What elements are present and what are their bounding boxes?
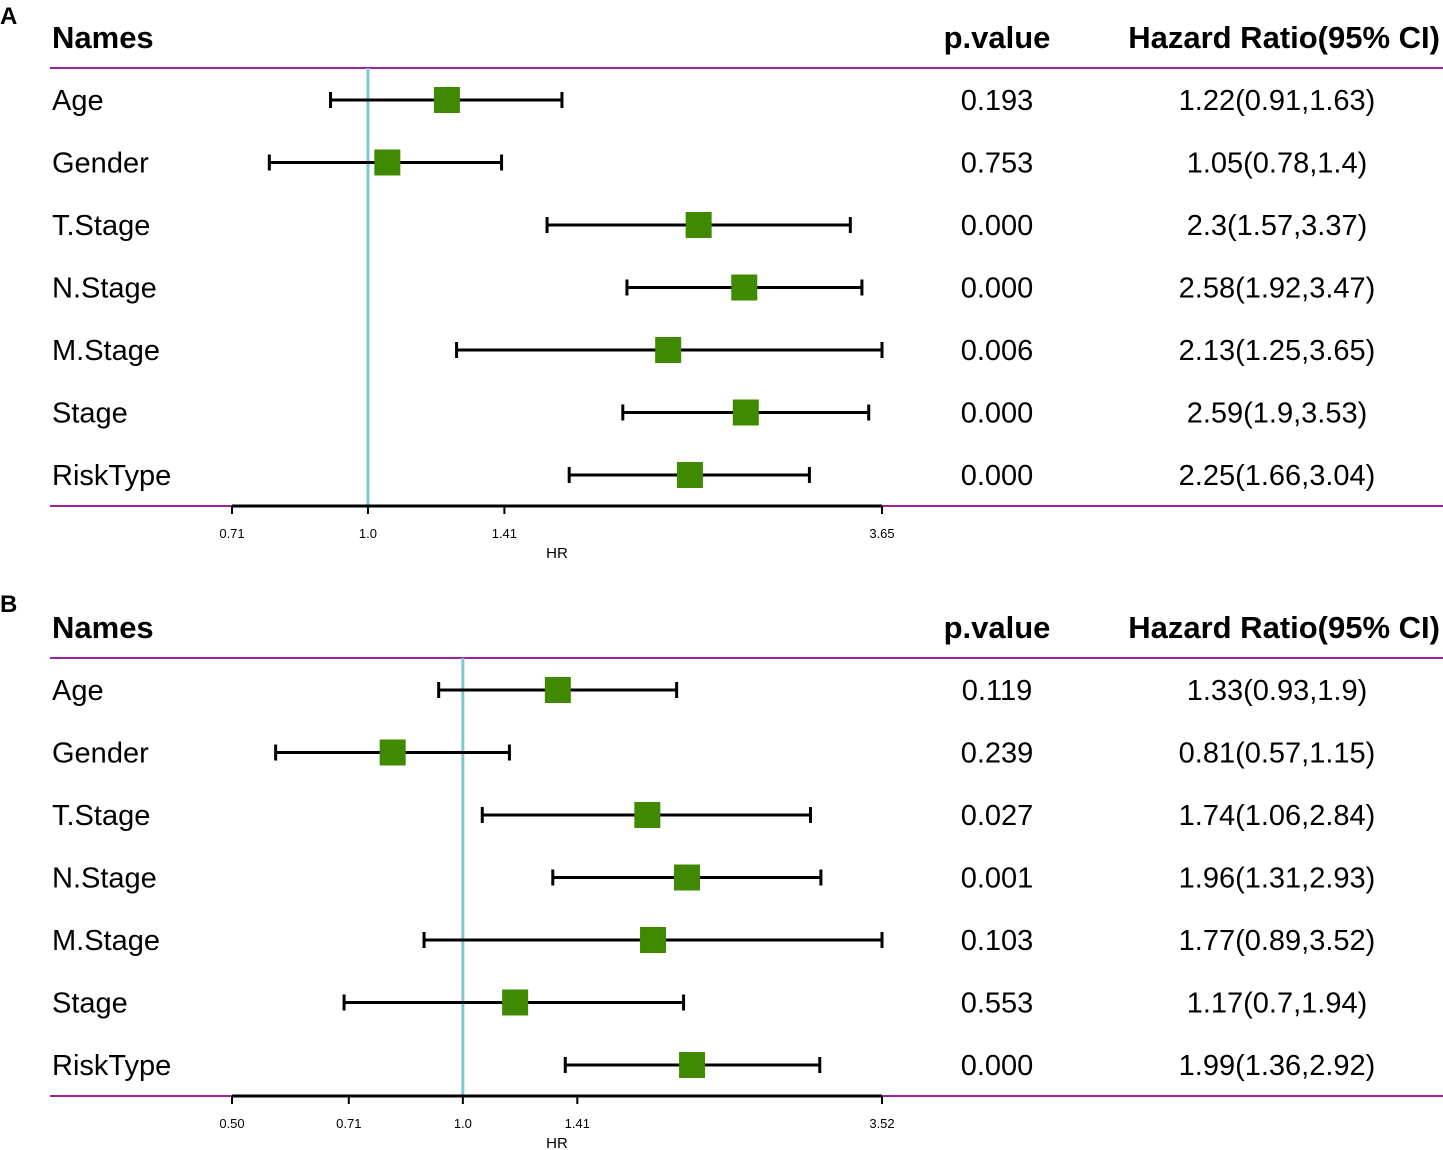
panel-a-hr-marker-age: [433, 87, 460, 113]
panel-b-row-name-stage: Stage: [52, 988, 128, 1020]
panel-b-row-hr-label-t-stage: 1.74(1.06,2.84): [1179, 800, 1376, 832]
panel-a-header-pvalue: p.value: [944, 20, 1051, 55]
panel-a-letter: A: [0, 3, 17, 30]
panel-a-row-pvalue-m-stage: 0.006: [961, 335, 1034, 367]
panel-b-row-hr-label-risktype: 1.99(1.36,2.92): [1179, 1050, 1376, 1082]
panel-b-row-hr-label-stage: 1.17(0.7,1.94): [1187, 988, 1368, 1020]
panel-a-hr-marker-m-stage: [655, 337, 682, 363]
panel-a-row-hr-label-stage: 2.59(1.9,3.53): [1187, 398, 1368, 430]
panel-b-row-hr-label-age: 1.33(0.93,1.9): [1187, 675, 1368, 707]
panel-b-row-pvalue-risktype: 0.000: [961, 1050, 1034, 1082]
panel-a-row-name-t-stage: T.Stage: [52, 210, 150, 242]
panel-a-hr-marker-gender: [374, 149, 401, 176]
panel-b-hr-marker-stage: [502, 989, 529, 1016]
panel-b-row-hr-label-n-stage: 1.96(1.31,2.93): [1179, 863, 1376, 895]
panel-a-row-hr-label-age: 1.22(0.91,1.63): [1179, 85, 1376, 117]
panel-b-row-pvalue-t-stage: 0.027: [961, 800, 1034, 832]
panel-a-hr-marker-stage: [732, 399, 759, 426]
panel-a-hr-marker-t-stage: [685, 212, 712, 238]
panel-a-row-hr-label-t-stage: 2.3(1.57,3.37): [1187, 210, 1368, 242]
panel-b-header-names: Names: [52, 610, 154, 645]
panel-a-tick-label-3.65: 3.65: [869, 526, 894, 541]
panel-a-header-names: Names: [52, 20, 154, 55]
panel-b-row-name-n-stage: N.Stage: [52, 863, 157, 895]
panel-b-row-pvalue-n-stage: 0.001: [961, 863, 1034, 895]
panel-b-x-axis-label: HR: [546, 1135, 568, 1150]
panel-b-row-name-age: Age: [52, 675, 104, 707]
panel-b-hr-marker-n-stage: [673, 864, 700, 891]
panel-a-tick-label-1.41: 1.41: [492, 526, 517, 541]
panel-a-row-hr-label-n-stage: 2.58(1.92,3.47): [1179, 273, 1376, 305]
panel-b-hr-marker-t-stage: [634, 802, 661, 828]
panel-b-tick-label-1.0: 1.0: [454, 1116, 472, 1131]
panel-b-hr-marker-risktype: [679, 1052, 706, 1078]
panel-b-row-name-gender: Gender: [52, 738, 149, 770]
panel-a-x-axis-label: HR: [546, 545, 568, 562]
panel-b-letter: B: [0, 591, 17, 618]
panel-a-row-name-risktype: RiskType: [52, 460, 171, 492]
panel-a-row-pvalue-n-stage: 0.000: [961, 273, 1034, 305]
panel-a-row-pvalue-gender: 0.753: [961, 148, 1034, 180]
panel-b-header-hr: Hazard Ratio(95% CI): [1128, 610, 1440, 645]
panel-b-row-pvalue-age: 0.119: [962, 675, 1032, 707]
panel-a-hr-marker-risktype: [676, 462, 703, 488]
panel-b-tick-label-1.41: 1.41: [565, 1116, 590, 1131]
panel-b-tick-label-0.50: 0.50: [219, 1116, 244, 1131]
panel-a-row-name-gender: Gender: [52, 148, 149, 180]
panel-b-hr-marker-m-stage: [640, 927, 667, 953]
panel-a-row-hr-label-m-stage: 2.13(1.25,3.65): [1179, 335, 1376, 367]
panel-a-row-pvalue-stage: 0.000: [961, 398, 1034, 430]
panel-b-hr-marker-gender: [379, 739, 406, 766]
panel-a-header-hr: Hazard Ratio(95% CI): [1128, 20, 1440, 55]
panel-b-row-name-t-stage: T.Stage: [52, 800, 150, 832]
panel-b-row-pvalue-gender: 0.239: [961, 738, 1034, 770]
panel-a-row-name-n-stage: N.Stage: [52, 273, 157, 305]
panel-b-tick-label-0.71: 0.71: [336, 1116, 361, 1131]
panel-a-tick-label-0.71: 0.71: [219, 526, 244, 541]
panel-b-row-hr-label-gender: 0.81(0.57,1.15): [1179, 738, 1376, 770]
panel-a-row-name-age: Age: [52, 85, 104, 117]
panel-b-row-pvalue-stage: 0.553: [961, 988, 1034, 1020]
panel-b-tick-label-3.52: 3.52: [869, 1116, 894, 1131]
panel-a-tick-label-1.0: 1.0: [359, 526, 377, 541]
panel-a-row-name-m-stage: M.Stage: [52, 335, 160, 367]
panel-a-row-hr-label-risktype: 2.25(1.66,3.04): [1179, 460, 1376, 492]
panel-a-row-pvalue-risktype: 0.000: [961, 460, 1034, 492]
panel-b-header-pvalue: p.value: [944, 610, 1051, 645]
panel-a-row-pvalue-t-stage: 0.000: [961, 210, 1034, 242]
panel-b-row-hr-label-m-stage: 1.77(0.89,3.52): [1179, 925, 1376, 957]
panel-b-row-name-m-stage: M.Stage: [52, 925, 160, 957]
panel-b-row-name-risktype: RiskType: [52, 1050, 171, 1082]
panel-a-row-name-stage: Stage: [52, 398, 128, 430]
panel-b-row-pvalue-m-stage: 0.103: [961, 925, 1034, 957]
panel-a-row-hr-label-gender: 1.05(0.78,1.4): [1187, 148, 1368, 180]
panel-a-row-pvalue-age: 0.193: [961, 85, 1034, 117]
panel-b-hr-marker-age: [544, 677, 571, 703]
panel-a-hr-marker-n-stage: [731, 274, 758, 301]
